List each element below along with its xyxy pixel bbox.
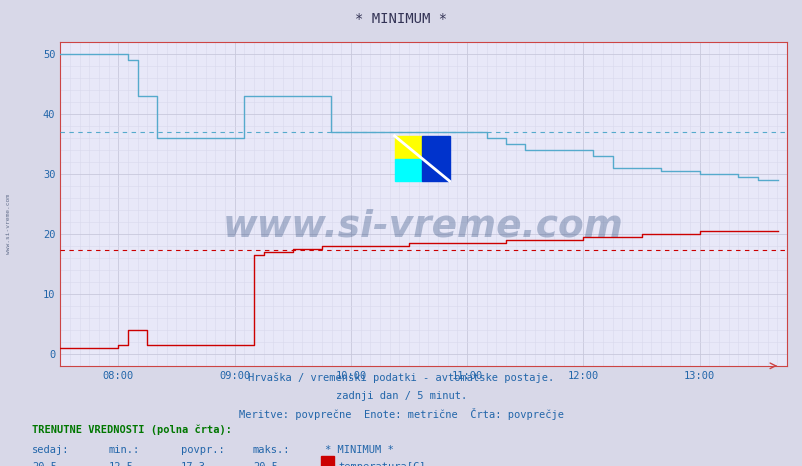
Text: 17,3: 17,3 xyxy=(180,462,205,466)
Text: maks.:: maks.: xyxy=(253,445,290,454)
Bar xyxy=(394,136,422,158)
Text: 20,5: 20,5 xyxy=(253,462,277,466)
Text: www.si-vreme.com: www.si-vreme.com xyxy=(223,209,623,245)
Text: Meritve: povprečne  Enote: metrične  Črta: povprečje: Meritve: povprečne Enote: metrične Črta:… xyxy=(239,408,563,420)
Text: zadnji dan / 5 minut.: zadnji dan / 5 minut. xyxy=(335,391,467,400)
Text: 20,5: 20,5 xyxy=(32,462,57,466)
Bar xyxy=(394,158,422,181)
Text: * MINIMUM *: * MINIMUM * xyxy=(325,445,394,454)
Bar xyxy=(422,136,449,181)
Text: Hrvaška / vremenski podatki - avtomatske postaje.: Hrvaška / vremenski podatki - avtomatske… xyxy=(248,373,554,384)
Text: 12,5: 12,5 xyxy=(108,462,133,466)
Text: * MINIMUM *: * MINIMUM * xyxy=(355,12,447,26)
Text: temperatura[C]: temperatura[C] xyxy=(338,462,426,466)
Text: sedaj:: sedaj: xyxy=(32,445,70,454)
Text: povpr.:: povpr.: xyxy=(180,445,224,454)
Text: min.:: min.: xyxy=(108,445,140,454)
Text: www.si-vreme.com: www.si-vreme.com xyxy=(6,194,11,254)
Text: TRENUTNE VREDNOSTI (polna črta):: TRENUTNE VREDNOSTI (polna črta): xyxy=(32,425,232,436)
